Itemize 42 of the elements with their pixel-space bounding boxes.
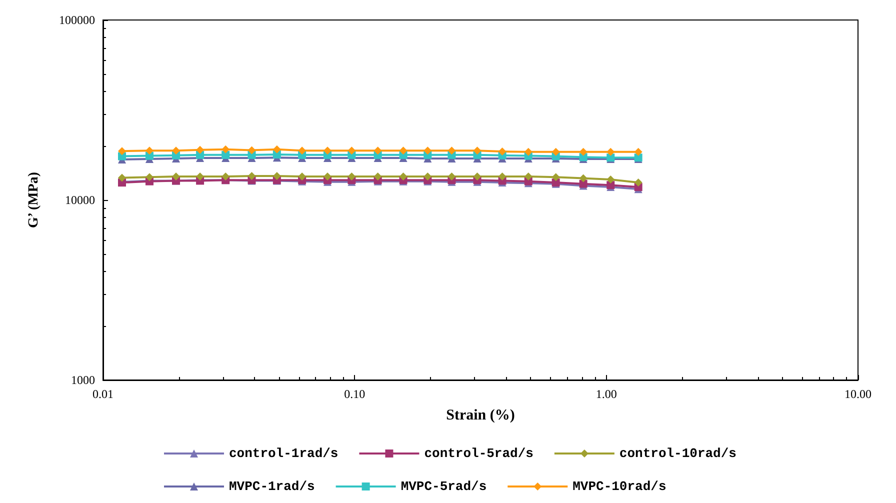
point [399,172,408,181]
point [248,146,256,154]
point [196,146,204,154]
legend-label: MVPC-1rad/s [229,479,316,494]
legend-label: MVPC-10rad/s [572,479,666,494]
legend-label: control-5rad/s [424,446,534,461]
point [324,172,332,181]
point [399,146,408,155]
point [348,146,356,155]
legend-label: control-10rad/s [619,446,737,461]
point [298,146,306,155]
point [222,172,230,181]
y-tick-label: 10000 [65,193,95,207]
x-tick-label: 1.00 [596,387,617,401]
point [145,173,154,182]
point [248,172,256,180]
point [374,146,382,155]
point [424,146,432,155]
point [172,172,180,181]
point [172,146,180,155]
point [222,150,230,159]
x-tick-label: 10.00 [844,387,872,401]
point [222,145,230,154]
point [272,172,281,180]
point [552,148,560,156]
legend-label: MVPC-5rad/s [400,479,487,494]
x-tick-label: 0.01 [92,387,114,401]
point [324,146,332,155]
legend-label: control-1rad/s [229,446,338,461]
point [374,172,382,181]
point [272,145,281,154]
point [145,146,154,155]
point [298,172,306,181]
point [424,172,432,181]
point [348,172,356,181]
x-axis-title: Strain (%) [446,408,515,424]
y-tick-label: 1000 [71,373,95,387]
y-tick-label: 100000 [59,13,95,27]
y-axis-title: G’ (MPa) [26,172,42,228]
point [552,173,560,182]
x-tick-label: 0.10 [344,387,366,401]
point [196,172,204,181]
